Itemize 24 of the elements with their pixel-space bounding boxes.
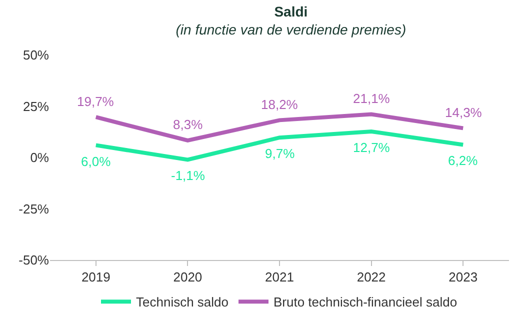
x-tick-label: 2019 <box>81 270 110 285</box>
y-tick-label: 50% <box>22 48 50 63</box>
y-tick-label: -50% <box>18 252 50 268</box>
x-tick-label: 2023 <box>448 270 478 285</box>
y-tick-label: -25% <box>18 201 50 216</box>
x-tick-label: 2022 <box>356 270 386 285</box>
data-label: 6,2% <box>448 153 478 168</box>
y-tick-label: 25% <box>22 98 50 114</box>
legend-label: Technisch saldo <box>136 294 228 310</box>
data-label: 6,0% <box>81 154 112 169</box>
chart-subtitle: (in functie van de verdiende premies) <box>176 22 406 38</box>
data-label: 21,1% <box>353 91 390 106</box>
data-label: 19,7% <box>77 94 114 109</box>
data-label: 14,3% <box>445 105 482 120</box>
data-label: 8,3% <box>173 117 204 132</box>
chart-title: Saldi <box>274 3 308 20</box>
data-label: 9,7% <box>265 146 296 161</box>
data-label: 12,7% <box>353 140 390 155</box>
x-tick-label: 2021 <box>265 270 294 285</box>
x-tick-label: 2020 <box>173 270 202 285</box>
data-label: -1,1% <box>171 168 206 183</box>
y-tick-label: 0% <box>30 150 50 166</box>
legend-label: Bruto technisch-financieel saldo <box>274 294 458 310</box>
data-label: 18,2% <box>261 97 298 112</box>
